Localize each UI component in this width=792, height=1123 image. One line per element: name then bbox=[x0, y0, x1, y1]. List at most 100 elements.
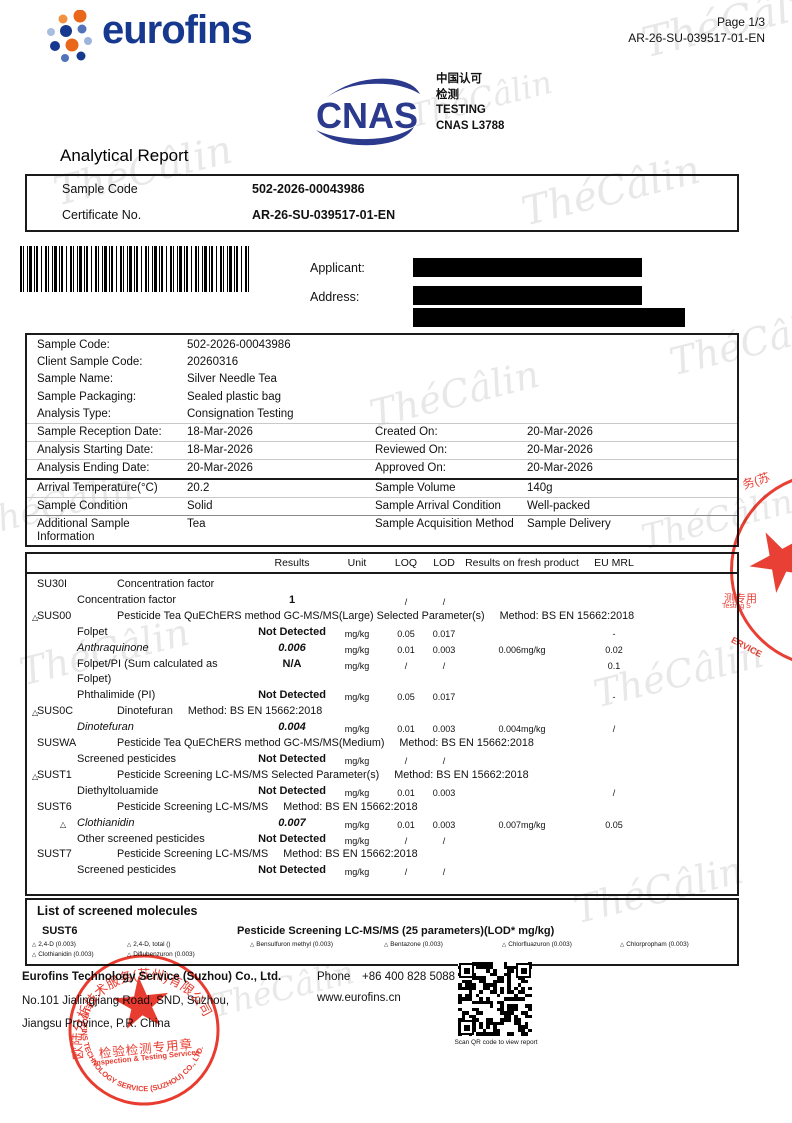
triangle-marker-icon: △ bbox=[32, 612, 39, 622]
info-value-2: 20-Mar-2026 bbox=[527, 462, 593, 475]
parameter-name: Other screened pesticides bbox=[77, 832, 205, 845]
result-section-row: △ SUS0C Dinotefuran Method: BS EN 15662:2… bbox=[27, 704, 737, 720]
certificate-box: Sample Code 502-2026-00043986 Certificat… bbox=[25, 174, 739, 232]
loq-value: 0.01 bbox=[397, 724, 415, 735]
info-label: Sample Code: bbox=[37, 339, 110, 351]
info-value-2: 140g bbox=[527, 481, 553, 494]
info-label-2: Reviewed On: bbox=[375, 444, 448, 457]
cnas-en-line1: TESTING bbox=[436, 104, 486, 116]
side-stamp-fragment: 测专用 bbox=[724, 593, 757, 605]
unit-value: mg/kg bbox=[344, 644, 370, 655]
result-param-row: △ Folpet Not Detected mg/kg 0.05 0.017 - bbox=[27, 625, 737, 641]
result-section-row: △ SUST7 Pesticide Screening LC-MS/MSMeth… bbox=[27, 847, 737, 863]
sample-info-row: Analysis Starting Date: 18-Mar-2026 Revi… bbox=[27, 441, 737, 459]
results-table-header: Results Unit LOQ LOD Results on fresh pr… bbox=[27, 554, 737, 574]
col-results-header: Results bbox=[274, 557, 310, 569]
parameter-name: Phthalimide (PI) bbox=[77, 689, 156, 702]
info-label: Additional Sample Information bbox=[37, 517, 130, 544]
screened-molecules-desc: Pesticide Screening LC-MS/MS (25 paramet… bbox=[237, 925, 555, 937]
lod-value: / bbox=[442, 596, 446, 607]
screened-molecules-box: List of screened molecules SUST6 Pestici… bbox=[25, 898, 739, 966]
analysis-code: SUST6 bbox=[37, 800, 72, 813]
screened-molecule-item: △ Bentazone (0.003) bbox=[384, 941, 502, 948]
lod-value: 0.017 bbox=[432, 628, 456, 639]
report-number: AR-26-SU-039517-01-EN bbox=[628, 31, 765, 45]
cnas-mark-icon: CNAS bbox=[316, 78, 420, 146]
screened-molecule-item: △ Chlorfluazuron (0.003) bbox=[502, 941, 620, 948]
unit-value: mg/kg bbox=[344, 628, 370, 639]
result-section-row: △ SUST6 Pesticide Screening LC-MS/MSMeth… bbox=[27, 800, 737, 816]
eu-mrl-value: / bbox=[612, 724, 616, 735]
triangle-marker-icon: △ bbox=[32, 771, 39, 781]
lod-value: 0.017 bbox=[432, 692, 456, 703]
screened-molecule-item: △ Clothianidin (0.003) bbox=[32, 951, 127, 958]
analysis-description: Dinotefuran bbox=[117, 705, 173, 718]
triangle-marker-icon: △ bbox=[127, 952, 132, 958]
lod-value: 0.003 bbox=[432, 644, 456, 655]
unit-value: mg/kg bbox=[344, 692, 370, 703]
result-param-row: △ Diethyltoluamide Not Detected mg/kg 0.… bbox=[27, 784, 737, 800]
info-value: 18-Mar-2026 bbox=[187, 425, 253, 438]
analysis-method: Method: BS EN 15662:2018 bbox=[187, 705, 323, 718]
sample-info-row: Additional Sample Information Tea Sample… bbox=[27, 514, 737, 549]
analysis-method: Method: BS EN 15662:2018 bbox=[283, 848, 418, 861]
screened-molecule-item: △ Diflubenzuron (0.003) bbox=[127, 951, 250, 958]
sample-info-box: Sample Code: 502-2026-00043986 Client Sa… bbox=[25, 333, 739, 547]
cnas-acronym: CNAS bbox=[316, 95, 418, 136]
info-label-2: Approved On: bbox=[375, 462, 446, 475]
lod-value: 0.003 bbox=[432, 724, 456, 735]
qr-caption: Scan QR code to view report bbox=[454, 1039, 538, 1046]
result-value: 1 bbox=[288, 593, 296, 606]
parameter-name: Dinotefuran bbox=[77, 721, 134, 734]
sample-info-row: Sample Name: Silver Needle Tea bbox=[27, 371, 737, 388]
qr-code bbox=[458, 962, 532, 1036]
result-param-row: △ Phthalimide (PI) Not Detected mg/kg 0.… bbox=[27, 688, 737, 704]
analysis-description: Concentration factor bbox=[117, 578, 215, 590]
eu-mrl-value: 0.02 bbox=[605, 644, 623, 655]
loq-value: 0.05 bbox=[397, 692, 415, 703]
info-label-2: Sample Acquisition Method bbox=[375, 517, 514, 530]
analysis-method: Method: BS EN 15662:2018 bbox=[399, 737, 534, 750]
result-value: Not Detected bbox=[258, 625, 326, 638]
qr-finder-icon bbox=[516, 963, 531, 978]
analysis-description: Pesticide Tea QuEChERS method GC-MS/MS(L… bbox=[117, 609, 485, 622]
loq-value: / bbox=[404, 660, 408, 671]
lod-value: 0.003 bbox=[432, 819, 456, 830]
sample-info-row: Analysis Type: Consignation Testing bbox=[27, 406, 737, 423]
side-stamp-fragment: 务(苏 bbox=[740, 469, 772, 492]
side-stamp-fragment: Testing S bbox=[722, 603, 751, 610]
unit-value: mg/kg bbox=[344, 755, 370, 766]
parameter-name: Screened pesticides bbox=[77, 864, 177, 877]
parameter-name: Diethyltoluamide bbox=[77, 784, 159, 797]
sample-info-row: Sample Condition Solid Sample Arrival Co… bbox=[27, 496, 737, 515]
info-value-2: Sample Delivery bbox=[527, 517, 611, 530]
parameter-name: Folpet/PI (Sum calculated as Folpet) bbox=[77, 657, 218, 686]
molecule-name: Diflubenzuron (0.003) bbox=[133, 951, 195, 958]
qr-finder-icon bbox=[459, 963, 474, 978]
result-param-row: △ Clothianidin 0.007 mg/kg 0.01 0.003 0.… bbox=[27, 816, 737, 832]
cnas-cn-line2: 检测 bbox=[436, 88, 459, 101]
result-value: Not Detected bbox=[258, 689, 326, 702]
cnas-accreditation-logo: CNAS 中国认可 检测 TESTING CNAS L3788 bbox=[310, 72, 570, 152]
triangle-marker-icon: △ bbox=[127, 942, 132, 948]
analysis-method: Method: BS EN 15662:2018 bbox=[283, 800, 418, 813]
triangle-marker-icon: △ bbox=[250, 942, 255, 948]
result-value: 0.004 bbox=[278, 721, 306, 734]
info-value-2: 20-Mar-2026 bbox=[527, 444, 593, 457]
result-param-row: △ Other screened pesticides Not Detected… bbox=[27, 832, 737, 848]
screened-molecule-item: △ 2,4-D, total () bbox=[127, 941, 250, 948]
analysis-code: SU30I bbox=[37, 578, 68, 590]
result-section-row: △ SUSWA Pesticide Tea QuEChERS method GC… bbox=[27, 736, 737, 752]
molecule-name: Chlorfluazuron (0.003) bbox=[508, 941, 572, 948]
col-eu-mrl-header: EU MRL bbox=[594, 557, 634, 569]
result-param-row: △ Dinotefuran 0.004 mg/kg 0.01 0.003 0.0… bbox=[27, 720, 737, 736]
sample-info-row: Sample Reception Date: 18-Mar-2026 Creat… bbox=[27, 422, 737, 441]
loq-value: / bbox=[404, 596, 408, 607]
eurofins-brand-text: eurofins bbox=[102, 8, 253, 52]
screened-molecules-title: List of screened molecules bbox=[37, 904, 198, 918]
analysis-method: Method: BS EN 15662:2018 bbox=[499, 609, 635, 622]
result-value: N/A bbox=[282, 657, 302, 670]
info-label: Client Sample Code: bbox=[37, 356, 143, 369]
eu-mrl-value: - bbox=[612, 692, 616, 703]
